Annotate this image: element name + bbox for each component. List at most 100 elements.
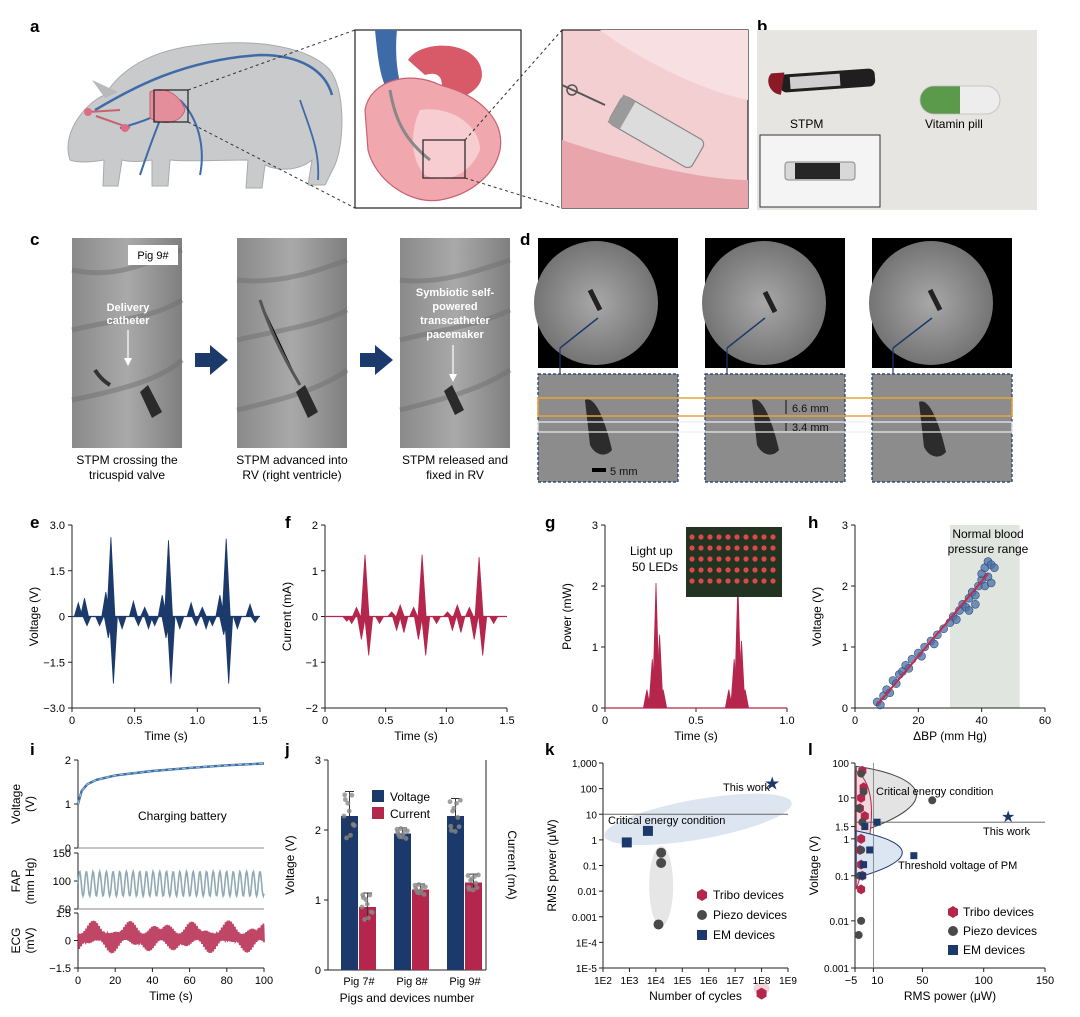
- chart-e-ytick-label: −3.0: [43, 703, 65, 715]
- chart-j-point: [458, 797, 463, 803]
- chart-j-point: [367, 892, 373, 898]
- chart-e-xlabel: Time (s): [144, 729, 188, 743]
- chart-i-ytick-label: 2: [65, 755, 71, 767]
- fluoro-image-2: [236, 238, 349, 448]
- chart-e-peak: [191, 616, 201, 627]
- chart-g-ylabel: Power (mW): [560, 583, 574, 650]
- chart-j-point: [395, 829, 401, 835]
- chart-f-peak: [351, 606, 362, 617]
- chart-j-point: [344, 835, 349, 841]
- caption-c2-line1: STPM advanced into: [236, 453, 348, 467]
- chart-j-point: [345, 800, 351, 806]
- led-dot: [770, 578, 776, 584]
- chart-i-ylabel-a: Voltage: [9, 784, 23, 824]
- chart-h-point: [964, 606, 974, 615]
- led-photo-inset: [686, 527, 782, 597]
- panel-letter-h: h: [808, 513, 818, 532]
- chart-k-ytick-label: 100: [580, 785, 597, 796]
- chart-i-charging: 2 1 0 Voltage (V) 150 100 50 FAP (mm Hg) 1.5 0 −1.5 E…: [9, 755, 273, 1003]
- chart-e-peak: [133, 616, 144, 627]
- chart-f-peak: [452, 603, 462, 617]
- chart-g-xlabel: Time (s): [674, 729, 718, 743]
- chart-j-point: [448, 823, 454, 829]
- chart-e-peak: [175, 616, 185, 630]
- chart-k-ytick-label: 10: [586, 810, 598, 821]
- chart-l-point-piezo: [854, 804, 863, 813]
- chart-k-point-piezo: [656, 857, 667, 868]
- chart-f-peak: [417, 554, 427, 617]
- chart-h-ytick-label: 1: [842, 642, 848, 654]
- chart-j-category: Pig 8#: [396, 976, 428, 988]
- led-dot: [716, 556, 722, 562]
- chart-k-xtick-label: 1E6: [700, 976, 718, 987]
- chart-j-point: [465, 873, 471, 879]
- chart-h-point: [939, 624, 948, 634]
- chart-g-peak: [642, 689, 651, 709]
- chart-j-point: [466, 885, 472, 890]
- chart-l-xtick-label: 150: [1036, 975, 1054, 987]
- chart-l-xtick-label: 10: [871, 975, 883, 987]
- chart-e-peak: [245, 603, 255, 617]
- chart-i-ytick-label: 0: [65, 843, 71, 855]
- charging-battery-label: Charging battery: [138, 809, 227, 823]
- led-dot: [716, 534, 722, 540]
- chart-i-xlabel: Time (s): [149, 989, 193, 1003]
- chart-j-legend-label: Current: [390, 807, 431, 821]
- chart-j-point: [476, 872, 481, 878]
- led-dot: [743, 556, 749, 562]
- chart-h-xtick-label: 60: [1039, 715, 1051, 727]
- panel-letter-f: f: [285, 513, 291, 532]
- chart-k-point-piezo: [653, 919, 664, 930]
- chart-h-point: [986, 578, 996, 588]
- led-dot: [752, 545, 758, 551]
- chart-i-voltage-fit: [77, 763, 265, 805]
- chart-e-peak: [108, 616, 118, 684]
- chart-e-peak: [143, 616, 154, 630]
- chart-f-peak: [489, 616, 499, 625]
- chart-e-peak: [106, 537, 116, 617]
- chart-g-ytick-label: 3: [592, 520, 598, 532]
- chart-j-bar: [394, 833, 411, 970]
- chart-e-ylabel: Voltage (V): [27, 587, 41, 646]
- chart-f-peak: [392, 616, 402, 632]
- chart-j-legend-swatch: [372, 807, 384, 819]
- chart-h-xtick-label: 0: [852, 715, 858, 727]
- panel-letter-c: c: [30, 230, 39, 249]
- chart-j-ytick-label: 2: [315, 825, 321, 837]
- led-dot: [734, 567, 740, 573]
- led-dot: [716, 578, 722, 584]
- chart-l-point-piezo: [928, 796, 937, 805]
- chart-j-ytick-label: 1: [315, 895, 321, 907]
- chart-f-ytick-label: 1: [312, 566, 318, 578]
- chart-h-xtick-label: 40: [976, 715, 988, 727]
- chart-i-xtick-label: 100: [255, 975, 273, 987]
- caption-c1-line1: STPM crossing the: [76, 453, 178, 467]
- chart-l-point-em: [858, 872, 866, 880]
- chart-l-point-piezo: [857, 916, 866, 925]
- chart-l-point-em: [873, 818, 881, 826]
- led-dot: [761, 556, 767, 562]
- led-dot: [743, 567, 749, 573]
- led-dot: [689, 556, 695, 562]
- chart-f-peak: [474, 556, 484, 617]
- chart-l-ytick-label: 1.5: [835, 823, 849, 834]
- device-closeup-illustration: [561, 29, 749, 209]
- k-critical-label: Critical energy condition: [608, 815, 725, 827]
- caption-c1-line2: tricuspid valve: [89, 468, 165, 482]
- chart-f-peak: [347, 616, 357, 625]
- chart-j-point: [398, 826, 404, 831]
- led-dot: [698, 556, 704, 562]
- chart-k-legend-marker: [697, 910, 707, 920]
- led-dot: [689, 545, 695, 551]
- caption-c3-line1: STPM released and: [402, 453, 508, 467]
- panel-letter-g: g: [545, 513, 555, 532]
- led-dot: [734, 545, 740, 551]
- chart-l-point-em: [910, 852, 918, 860]
- chart-k-xtick-label: 1E4: [647, 976, 665, 987]
- led-dot: [752, 556, 758, 562]
- led-dot: [725, 567, 731, 573]
- chart-k-rms-vs-cycles: 1E2 1E3 1E4 1E5 1E6 1E7 1E8 1E9 1,000 100 10 1 0.1 0.…: [545, 759, 797, 1003]
- chart-j-point: [346, 808, 352, 814]
- led-dot: [689, 567, 695, 573]
